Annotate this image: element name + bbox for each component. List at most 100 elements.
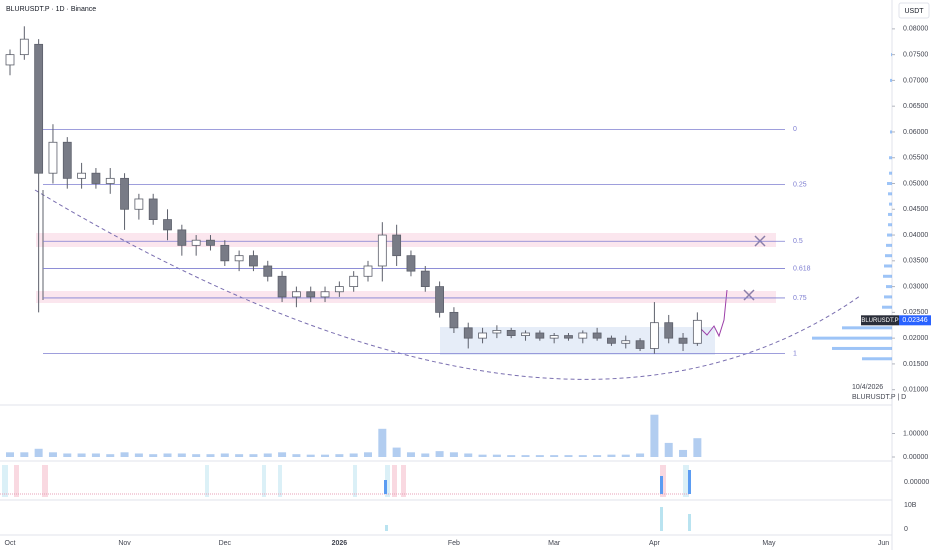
indicator-label: 10B — [904, 502, 917, 509]
volume-bar — [6, 452, 14, 457]
fib-label: 0.618 — [793, 265, 811, 272]
candle-body — [306, 291, 316, 298]
volume-bar — [406, 452, 415, 457]
volume-bar — [364, 452, 372, 457]
candle-body — [220, 244, 230, 262]
volume-bar — [134, 453, 143, 457]
volume-bar — [321, 454, 330, 457]
candle-body — [105, 177, 115, 184]
profile-bar — [889, 171, 892, 175]
symbol-note: BLURUSDT.P | D — [852, 394, 906, 401]
price-tag — [899, 315, 931, 326]
candle-body — [678, 337, 688, 344]
profile-bar — [888, 212, 892, 216]
fib-label: 0 — [793, 126, 797, 133]
x-tick-label: Feb — [448, 540, 460, 547]
indicator-bar — [384, 480, 387, 494]
volume-bar — [550, 455, 559, 457]
fib-label: 0.75 — [793, 295, 807, 302]
candle-body — [607, 337, 616, 344]
x-tick-label: Jun — [878, 540, 889, 547]
volume-bar — [91, 453, 100, 457]
volume-tick-label: 1.00000 — [903, 430, 928, 437]
profile-bar — [890, 78, 892, 82]
candle-body — [263, 265, 273, 277]
volume-bar — [235, 454, 244, 457]
x-tick-label: Oct — [5, 540, 16, 547]
profile-bar — [888, 223, 892, 227]
candle-body — [377, 234, 387, 267]
candle-body — [564, 335, 573, 339]
volume-bar — [249, 454, 258, 457]
profile-bar — [890, 130, 892, 134]
fib-label: 1 — [793, 350, 797, 357]
profile-bar — [885, 254, 892, 258]
candle-body — [234, 255, 244, 262]
x-tick-label: 2026 — [332, 540, 348, 547]
candle-body — [650, 322, 659, 349]
profile-bar — [862, 357, 892, 361]
candle-body — [277, 275, 287, 298]
candle-body — [177, 229, 187, 246]
candle-body — [664, 322, 674, 339]
currency-box[interactable] — [898, 2, 930, 19]
x-tick-label: Mar — [548, 540, 561, 547]
candle-body — [635, 340, 645, 349]
x-tick-label: Nov — [118, 540, 131, 547]
indicator-label: 0 — [904, 526, 908, 533]
profile-bar — [842, 326, 892, 330]
profile-bar — [887, 182, 892, 186]
volume-bar — [48, 452, 57, 457]
volume-bar — [149, 454, 158, 457]
x-tick-label: Dec — [219, 540, 232, 547]
candle-body — [621, 340, 631, 344]
range-box — [440, 327, 715, 355]
y-tick-label: 0.01000 — [903, 387, 928, 394]
volume-bar — [163, 453, 172, 457]
candle-body — [62, 141, 72, 179]
candle-body — [77, 172, 86, 179]
indicator-bar — [688, 470, 691, 494]
candle-body — [535, 332, 545, 339]
candle-body — [19, 38, 29, 56]
profile-bar — [812, 336, 892, 340]
candle-body — [549, 335, 559, 339]
volume-bar — [507, 455, 516, 457]
volume-bar — [106, 454, 115, 457]
candle-body — [249, 255, 258, 267]
indicator-bar — [688, 514, 691, 531]
candle-body — [48, 141, 58, 174]
y-tick-label: 0.01500 — [903, 361, 928, 368]
symbol-title: BLURUSDT.P · 1D · Binance — [6, 6, 96, 13]
symbol-tag-text: BLURUSDT.P — [861, 318, 898, 324]
candle-body — [506, 330, 516, 336]
candle-body — [406, 255, 416, 272]
profile-bar — [889, 202, 892, 206]
profile-bar — [882, 305, 892, 309]
volume-bar — [206, 454, 215, 457]
volume-bar — [34, 448, 43, 457]
volume-bar — [464, 453, 473, 457]
profile-bar — [891, 53, 892, 57]
y-tick-label: 0.06000 — [903, 129, 928, 136]
date-note: 10/4/2026 — [852, 384, 883, 391]
candle-body — [120, 177, 129, 210]
candle-body — [435, 286, 445, 313]
volume-bar — [63, 453, 72, 457]
currency[interactable]: USDT — [904, 8, 924, 15]
y-tick-label: 0.02500 — [903, 309, 928, 316]
candle-body — [5, 54, 15, 66]
profile-bar — [887, 233, 892, 237]
profile-bar — [886, 243, 892, 247]
candle-body — [91, 172, 101, 184]
candle-body — [478, 332, 487, 339]
volume-bar — [349, 453, 358, 457]
candle-body — [34, 43, 44, 174]
volume-bar — [421, 453, 430, 457]
profile-bar — [886, 285, 892, 289]
volume-bar — [292, 454, 301, 457]
resistance-zone — [36, 233, 776, 247]
volume-bar — [478, 454, 487, 457]
y-tick-label: 0.08000 — [903, 26, 928, 33]
volume-bar — [693, 438, 702, 457]
